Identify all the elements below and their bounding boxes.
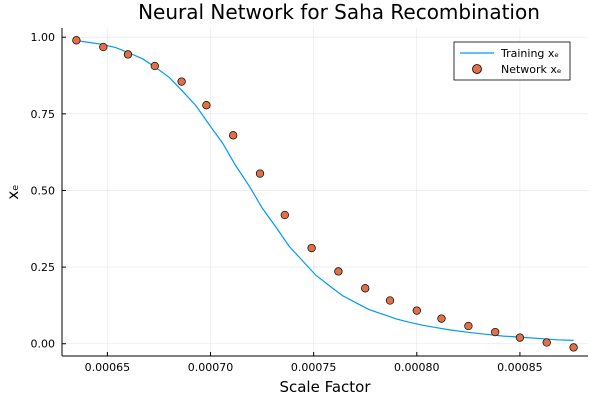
legend-box [453,41,571,81]
data-point-network [177,77,186,86]
data-point-network [334,267,343,276]
x-tick-label: 0.00070 [188,361,234,374]
axes [61,28,588,357]
data-point-network [280,210,289,220]
data-point-network [229,131,238,140]
data-point-network [464,321,473,331]
data-point-network [412,306,421,315]
x-tick-label: 0.00080 [394,361,440,374]
legend-item-network: Network xₑ [501,63,562,76]
y-tick-label: 1.00 [31,31,56,44]
x-tick-label: 0.00075 [291,361,337,374]
data-point-network [255,169,265,178]
legend: Training xₑ Network xₑ [453,41,571,81]
data-point-network [307,243,316,253]
chart-title: Neural Network for Saha Recombination [138,0,540,24]
legend-item-training: Training xₑ [500,47,559,60]
data-point-network [99,42,108,52]
data-point-network [123,50,133,59]
plot-area [72,36,578,352]
data-point-network [72,36,81,45]
data-point-network [542,338,551,347]
data-point-network [385,296,395,305]
y-tick-label: 0.50 [31,184,56,197]
y-axis-label: xₑ [4,184,22,199]
legend-marker-swatch [472,64,482,74]
data-point-network [202,101,211,110]
y-tick-label: 0.25 [31,261,56,274]
data-point-network [361,284,370,293]
data-point-network [515,333,525,342]
data-point-network [569,343,578,352]
x-tick-label: 0.00085 [497,361,543,374]
data-point-network [437,314,446,323]
grid [62,28,588,356]
tick-labels: 0.00065 0.00070 0.00075 0.00080 0.00085 0.00 0… [31,31,543,374]
x-tick-label: 0.00065 [85,361,131,374]
x-axis-label: Scale Factor [279,378,371,396]
y-tick-label: 0.75 [31,108,56,121]
data-point-network [150,61,159,71]
data-point-network [491,327,500,337]
y-tick-label: 0.00 [31,338,56,351]
